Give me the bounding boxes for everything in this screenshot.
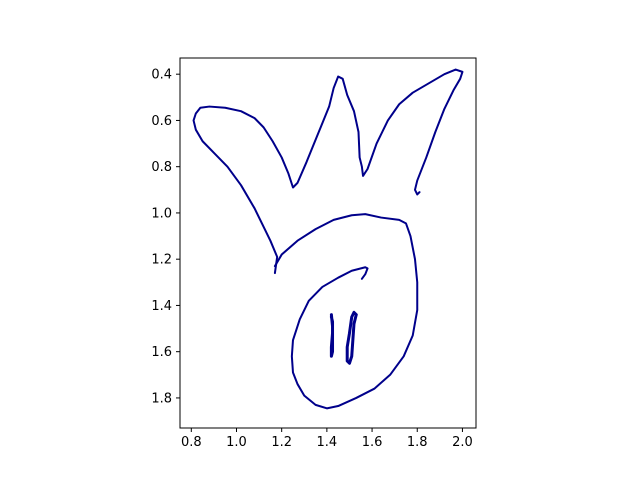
- x-tick-label: 1.2: [271, 435, 292, 450]
- x-tick-label: 0.8: [181, 435, 202, 450]
- series-layer: [192, 68, 464, 410]
- x-tick-label: 1.8: [407, 435, 428, 450]
- y-tick-label: 1.8: [151, 391, 172, 406]
- x-tick-label: 1.6: [362, 435, 383, 450]
- x-tick-label: 1.4: [317, 435, 338, 450]
- y-tick-label: 1.4: [151, 299, 172, 314]
- x-tick-label: 2.0: [452, 435, 473, 450]
- x-tick-label: 1.0: [226, 435, 247, 450]
- y-tick-label: 1.6: [151, 345, 172, 360]
- x-axis-ticks: 0.8 1.0 1.2 1.4 1.6 1.8 2.0: [181, 428, 473, 450]
- plot-background: [180, 58, 476, 428]
- y-tick-label: 0.6: [151, 114, 172, 129]
- series-line-4: [345, 310, 358, 365]
- y-tick-label: 0.8: [151, 160, 172, 175]
- series-line-3: [329, 313, 335, 358]
- plot-frame: [179, 57, 477, 429]
- series-line-1: [192, 68, 464, 275]
- series-line-2: [273, 213, 419, 410]
- y-axis-ticks: 0.4 0.6 0.8 1.0 1.2 1.4 1.6 1.8: [151, 68, 180, 406]
- y-tick-label: 0.4: [151, 68, 172, 83]
- y-tick-label: 1.0: [151, 206, 172, 221]
- y-tick-label: 1.2: [151, 253, 172, 268]
